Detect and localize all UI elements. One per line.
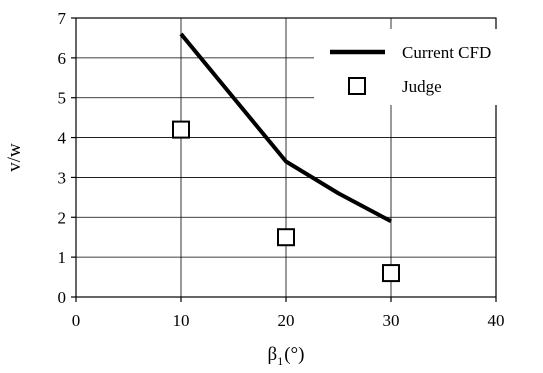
- x-tick-label: 10: [173, 311, 190, 330]
- judge-square-marker: [172, 120, 190, 139]
- judge-square-marker: [277, 228, 295, 247]
- grid: [76, 18, 496, 297]
- y-tick-label: 4: [58, 129, 67, 148]
- y-tick-label: 5: [58, 89, 67, 108]
- y-tick-label: 2: [58, 208, 67, 227]
- legend-label-judge: Judge: [402, 77, 442, 96]
- judge-square-marker: [382, 264, 400, 283]
- x-tick-label: 30: [383, 311, 400, 330]
- series-layer: [172, 32, 400, 283]
- legend: Current CFD Judge: [314, 29, 524, 105]
- series-line-current-cfd: [179, 32, 392, 224]
- y-tick-label: 7: [58, 9, 67, 28]
- y-tick-label: 0: [58, 288, 67, 307]
- y-tick-label: 6: [58, 49, 67, 68]
- x-tick-label: 0: [72, 311, 81, 330]
- y-axis-title: v/w: [4, 143, 25, 172]
- x-axis-title-subscript: 1: [277, 354, 283, 368]
- legend-label-current-cfd: Current CFD: [402, 43, 491, 62]
- x-axis-title-symbol: β: [268, 344, 278, 365]
- y-tick-label: 1: [58, 248, 67, 267]
- y-tick-label: 3: [58, 168, 67, 187]
- x-axis-title-unit: (°): [284, 344, 304, 365]
- x-tick-label: 40: [488, 311, 505, 330]
- axis-ticks: 0 1 2 3 4 5 6 7 0 10 20 30 40: [58, 9, 505, 330]
- x-tick-label: 20: [278, 311, 295, 330]
- x-axis-title: β1(°): [268, 344, 305, 368]
- legend-square-marker: [348, 77, 366, 95]
